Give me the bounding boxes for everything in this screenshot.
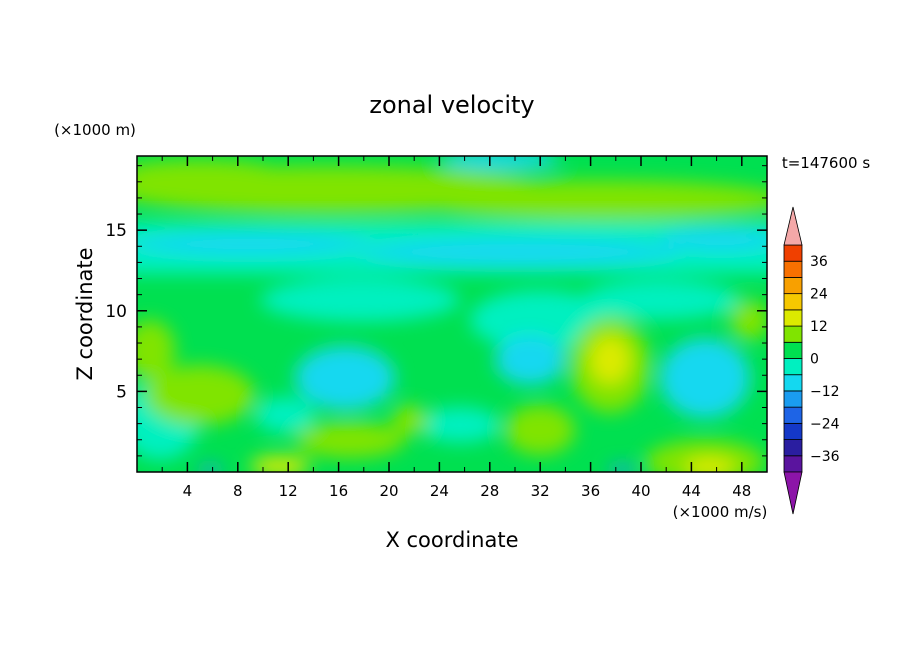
y-unit-label: (×1000 m) xyxy=(54,121,136,139)
mid-region-2 xyxy=(470,290,610,350)
x-tick-label: 28 xyxy=(480,482,499,500)
time-label: t=147600 s xyxy=(782,154,870,172)
colorbar-band xyxy=(783,390,803,408)
yg-patch-5 xyxy=(295,422,405,458)
colorbar-band xyxy=(783,422,803,440)
yg-patch-4 xyxy=(137,320,175,380)
contour-field xyxy=(137,156,767,472)
plot-frame xyxy=(136,155,768,473)
lower-cyan-5 xyxy=(255,397,315,433)
colorbar-tick-label: 12 xyxy=(810,319,828,335)
mid-band-core-west xyxy=(137,232,370,256)
blue-spot-1 xyxy=(198,465,222,472)
y-tick-label: 10 xyxy=(105,302,127,322)
yg-patch-7-core xyxy=(685,458,735,472)
colorbar-band xyxy=(783,439,803,457)
x-tick-label: 44 xyxy=(682,482,701,500)
colorbar-extend-max xyxy=(783,206,803,246)
yg-patch-1-core xyxy=(590,336,630,384)
colorbar-tick-label: −24 xyxy=(810,416,840,432)
colorbar-band xyxy=(783,341,803,359)
colorbar-band xyxy=(783,406,803,424)
x-tick-label: 12 xyxy=(279,482,298,500)
y-axis-label: Z coordinate xyxy=(73,247,97,380)
colorbar-tick-label: −12 xyxy=(810,384,840,400)
x-tick-label: 4 xyxy=(183,482,193,500)
top-jet xyxy=(440,156,560,170)
colorbar-band xyxy=(783,455,803,473)
field-blobs xyxy=(137,156,767,472)
x-tick-label: 24 xyxy=(430,482,449,500)
chart-title: zonal velocity xyxy=(369,91,534,119)
y-tick-label: 5 xyxy=(116,382,127,402)
colorbar-band xyxy=(783,374,803,392)
y-axis: 5 10 15 xyxy=(105,165,767,457)
colorbar-band xyxy=(783,325,803,343)
lower-cyan-1 xyxy=(295,346,395,410)
colorbar-extend-min xyxy=(783,471,803,515)
mid-band-core-east xyxy=(660,228,767,252)
yg-patch-6 xyxy=(392,405,428,435)
colorbar-tick-label: 0 xyxy=(810,352,819,368)
x-tick-label: 48 xyxy=(732,482,751,500)
colorbar-tick-label: 36 xyxy=(810,254,828,270)
x-axis-label: X coordinate xyxy=(385,528,518,552)
lower-cyan-6 xyxy=(420,407,500,443)
x-tick-label: 20 xyxy=(379,482,398,500)
colorbar-band xyxy=(783,358,803,376)
x-tick-label: 40 xyxy=(631,482,650,500)
colorbar: 36 24 12 0 −12 −24 −36 xyxy=(783,206,840,515)
upper-band-east xyxy=(410,180,767,220)
x-tick-label: 8 xyxy=(233,482,243,500)
mid-region-3 xyxy=(580,280,740,320)
colorbar-tick-label: −36 xyxy=(810,449,840,465)
x-tick-label: 32 xyxy=(531,482,550,500)
colorbar-band xyxy=(783,277,803,295)
yg-patch-9 xyxy=(730,300,767,340)
yg-patch-8 xyxy=(250,456,310,472)
lower-cyan-3 xyxy=(660,338,750,418)
colorbar-tick-label: 24 xyxy=(810,287,828,303)
x-tick-label: 36 xyxy=(581,482,600,500)
yg-patch-7 xyxy=(645,440,765,472)
lower-cyan-2 xyxy=(495,335,565,385)
blue-spot-2 xyxy=(608,465,636,472)
mid-band-core-mid xyxy=(360,238,680,266)
colorbar-band xyxy=(783,309,803,327)
yg-patch-3 xyxy=(505,405,575,455)
x-unit-label: (×1000 m/s) xyxy=(673,503,768,521)
colorbar-band xyxy=(783,293,803,311)
mid-region-1 xyxy=(260,278,460,322)
x-axis: 4 8 12 16 20 24 28 32 36 40 44 48 xyxy=(161,156,751,500)
x-tick-label: 16 xyxy=(329,482,348,500)
y-tick-label: 15 xyxy=(105,221,127,241)
colorbar-band xyxy=(783,260,803,278)
upper-band-top xyxy=(137,160,280,184)
yg-patch-2 xyxy=(145,365,255,425)
colorbar-band xyxy=(783,244,803,262)
